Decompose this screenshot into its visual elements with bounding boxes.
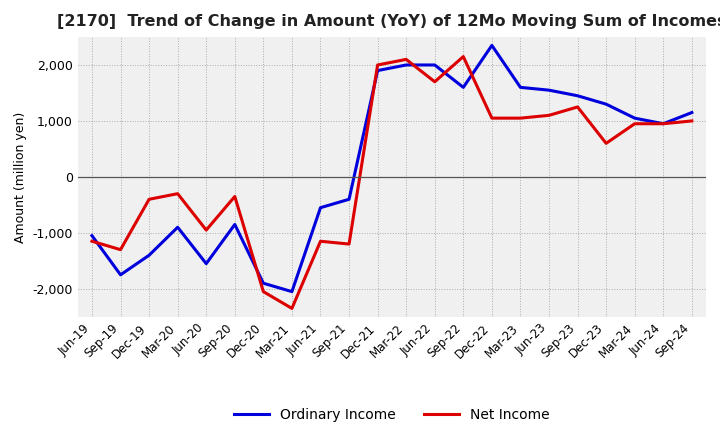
Ordinary Income — [487, 43, 496, 48]
Legend: Ordinary Income, Net Income: Ordinary Income, Net Income — [229, 402, 555, 427]
Net Income — [516, 116, 525, 121]
Net Income — [431, 79, 439, 84]
Net Income — [174, 191, 182, 196]
Y-axis label: Amount (million yen): Amount (million yen) — [14, 111, 27, 242]
Net Income — [259, 289, 268, 294]
Net Income — [545, 113, 554, 118]
Net Income — [487, 116, 496, 121]
Ordinary Income — [573, 93, 582, 99]
Ordinary Income — [402, 62, 410, 68]
Line: Net Income: Net Income — [92, 57, 692, 308]
Ordinary Income — [316, 205, 325, 210]
Ordinary Income — [545, 88, 554, 93]
Ordinary Income — [631, 116, 639, 121]
Ordinary Income — [516, 85, 525, 90]
Title: [2170]  Trend of Change in Amount (YoY) of 12Mo Moving Sum of Incomes: [2170] Trend of Change in Amount (YoY) o… — [57, 14, 720, 29]
Net Income — [459, 54, 467, 59]
Net Income — [116, 247, 125, 252]
Net Income — [287, 306, 296, 311]
Ordinary Income — [373, 68, 382, 73]
Ordinary Income — [88, 233, 96, 238]
Net Income — [688, 118, 696, 124]
Net Income — [602, 141, 611, 146]
Line: Ordinary Income: Ordinary Income — [92, 45, 692, 292]
Ordinary Income — [259, 281, 268, 286]
Ordinary Income — [145, 253, 153, 258]
Net Income — [88, 238, 96, 244]
Net Income — [345, 242, 354, 247]
Ordinary Income — [116, 272, 125, 278]
Ordinary Income — [287, 289, 296, 294]
Ordinary Income — [174, 225, 182, 230]
Net Income — [631, 121, 639, 126]
Ordinary Income — [431, 62, 439, 68]
Ordinary Income — [659, 121, 667, 126]
Ordinary Income — [602, 102, 611, 107]
Ordinary Income — [345, 197, 354, 202]
Ordinary Income — [459, 85, 467, 90]
Net Income — [659, 121, 667, 126]
Net Income — [573, 104, 582, 110]
Ordinary Income — [688, 110, 696, 115]
Net Income — [373, 62, 382, 68]
Net Income — [230, 194, 239, 199]
Ordinary Income — [202, 261, 210, 266]
Net Income — [316, 238, 325, 244]
Net Income — [402, 57, 410, 62]
Net Income — [145, 197, 153, 202]
Ordinary Income — [230, 222, 239, 227]
Net Income — [202, 227, 210, 233]
